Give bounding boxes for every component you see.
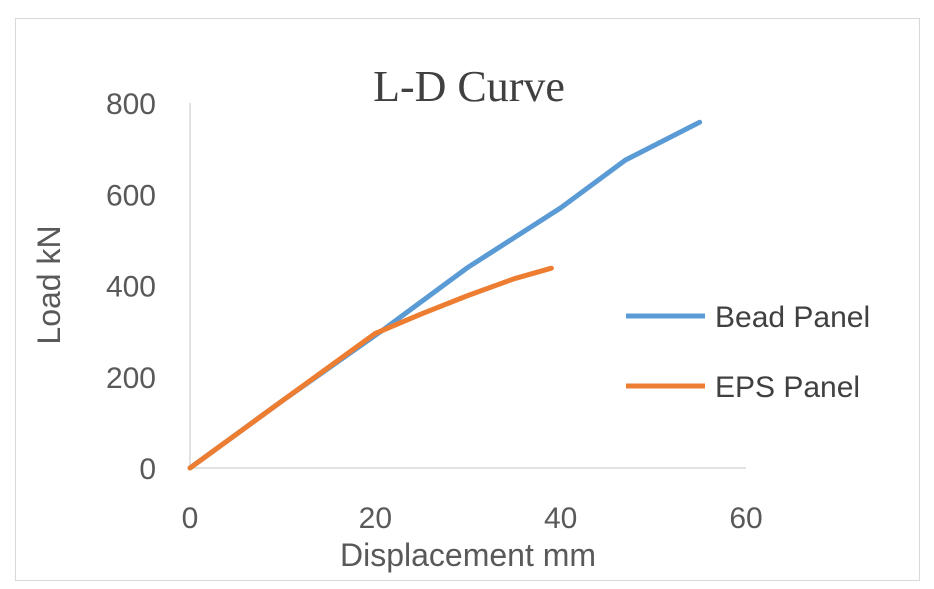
y-tick-label: 600 — [106, 179, 156, 212]
y-tick-label: 400 — [106, 271, 156, 304]
legend-label: EPS Panel — [715, 371, 860, 404]
x-axis-title: Displacement mm — [340, 537, 596, 573]
series-line-eps-panel — [187, 265, 554, 471]
x-tick-label: 0 — [182, 502, 199, 535]
legend: Bead Panel EPS Panel — [626, 301, 870, 404]
y-tick-label: 800 — [106, 88, 156, 121]
y-axis-ticks: 0 200 400 600 800 — [106, 88, 156, 486]
y-tick-label: 200 — [106, 362, 156, 395]
x-tick-label: 60 — [729, 502, 762, 535]
y-axis-title: Load kN — [31, 225, 67, 344]
chart-frame — [15, 18, 920, 581]
series-line-bead-panel — [187, 119, 703, 471]
chart-title: L-D Curve — [373, 62, 565, 111]
x-axis-ticks: 0 20 40 60 — [182, 502, 763, 535]
y-tick-label: 0 — [139, 453, 156, 486]
x-tick-label: 20 — [359, 502, 392, 535]
series-layer — [187, 119, 703, 471]
x-tick-label: 40 — [544, 502, 577, 535]
legend-label: Bead Panel — [715, 301, 870, 334]
